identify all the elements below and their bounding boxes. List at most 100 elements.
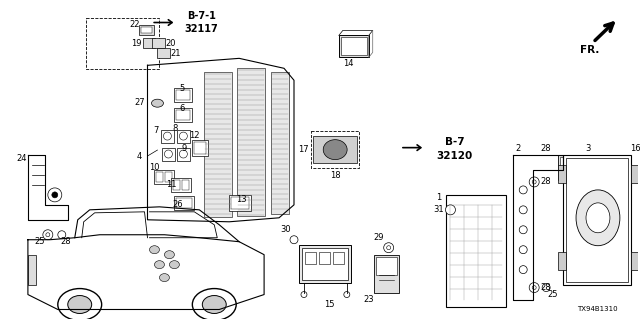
Text: 31: 31 (433, 205, 444, 214)
Text: 30: 30 (281, 225, 291, 234)
Text: 22: 22 (129, 20, 140, 29)
Ellipse shape (542, 284, 550, 292)
Ellipse shape (519, 266, 527, 274)
Bar (563, 155, 631, 284)
Bar (177, 110, 190, 120)
Bar (631, 252, 639, 270)
Text: 2: 2 (516, 144, 521, 153)
Bar (558, 155, 593, 180)
Ellipse shape (159, 274, 170, 282)
Text: 29: 29 (374, 233, 384, 242)
Bar (175, 108, 193, 122)
Bar (339, 36, 369, 57)
Ellipse shape (529, 283, 539, 292)
Text: 28: 28 (60, 237, 71, 246)
Ellipse shape (529, 177, 539, 187)
Text: B-7: B-7 (445, 137, 465, 147)
Bar (631, 165, 639, 183)
Ellipse shape (164, 251, 175, 259)
Bar (231, 197, 249, 209)
Text: 10: 10 (149, 164, 160, 172)
Bar (319, 252, 330, 264)
Bar (152, 38, 165, 48)
Text: 1: 1 (436, 193, 441, 202)
Bar (341, 37, 367, 55)
Text: 28: 28 (541, 283, 552, 292)
Ellipse shape (290, 236, 298, 244)
Text: 12: 12 (189, 131, 200, 140)
Bar (333, 252, 344, 264)
Text: 11: 11 (166, 180, 177, 189)
Text: 20: 20 (165, 39, 175, 48)
Bar (305, 252, 316, 264)
Ellipse shape (179, 132, 188, 140)
Bar (447, 195, 506, 307)
Text: 16: 16 (630, 144, 640, 153)
Text: 8: 8 (173, 124, 178, 132)
Bar (182, 180, 189, 190)
Ellipse shape (43, 230, 53, 240)
Ellipse shape (58, 289, 102, 320)
Text: 24: 24 (17, 154, 27, 163)
Bar (163, 148, 175, 161)
Text: TX94B1310: TX94B1310 (577, 307, 618, 313)
Ellipse shape (532, 285, 536, 290)
Text: 3: 3 (586, 144, 591, 153)
Bar (302, 248, 348, 280)
Text: 17: 17 (298, 145, 308, 154)
Ellipse shape (301, 292, 307, 298)
Text: 23: 23 (364, 295, 374, 304)
Bar (172, 178, 191, 192)
Ellipse shape (323, 140, 347, 160)
Bar (177, 130, 190, 143)
Text: 28: 28 (541, 177, 552, 187)
Ellipse shape (46, 233, 50, 237)
Text: 25: 25 (35, 237, 45, 246)
Text: 27: 27 (134, 98, 145, 107)
Bar (161, 130, 175, 143)
Bar (311, 131, 359, 168)
Bar (558, 165, 566, 183)
Bar (560, 157, 591, 178)
Bar (566, 158, 628, 282)
Bar (177, 198, 193, 208)
Bar (175, 88, 193, 102)
Text: 18: 18 (330, 172, 340, 180)
Ellipse shape (519, 206, 527, 214)
Ellipse shape (387, 246, 390, 250)
Bar (195, 142, 206, 154)
Ellipse shape (163, 132, 172, 140)
Ellipse shape (179, 150, 188, 158)
Text: 5: 5 (180, 84, 185, 93)
Ellipse shape (519, 246, 527, 254)
Text: 28: 28 (541, 144, 552, 153)
Ellipse shape (164, 150, 172, 158)
Bar (141, 28, 152, 33)
Bar (374, 255, 399, 292)
Bar (86, 18, 159, 69)
Ellipse shape (68, 296, 92, 314)
Bar (177, 90, 190, 100)
Ellipse shape (170, 261, 179, 268)
Text: 21: 21 (170, 49, 180, 58)
Bar (558, 252, 566, 270)
Ellipse shape (150, 246, 159, 254)
Bar (229, 195, 251, 211)
Bar (138, 26, 154, 36)
Ellipse shape (586, 203, 610, 233)
Text: 32120: 32120 (436, 151, 473, 161)
Bar (143, 38, 156, 48)
Ellipse shape (344, 292, 350, 298)
Ellipse shape (193, 289, 236, 320)
Text: 32117: 32117 (184, 25, 218, 35)
Bar (165, 172, 172, 182)
Text: 6: 6 (180, 104, 185, 113)
Text: B-7-1: B-7-1 (187, 11, 216, 20)
Bar (313, 136, 357, 163)
Ellipse shape (152, 99, 163, 107)
Bar (156, 172, 163, 182)
Ellipse shape (519, 226, 527, 234)
Text: 25: 25 (548, 290, 558, 299)
Text: 4: 4 (137, 151, 142, 161)
Text: FR.: FR. (580, 45, 600, 55)
